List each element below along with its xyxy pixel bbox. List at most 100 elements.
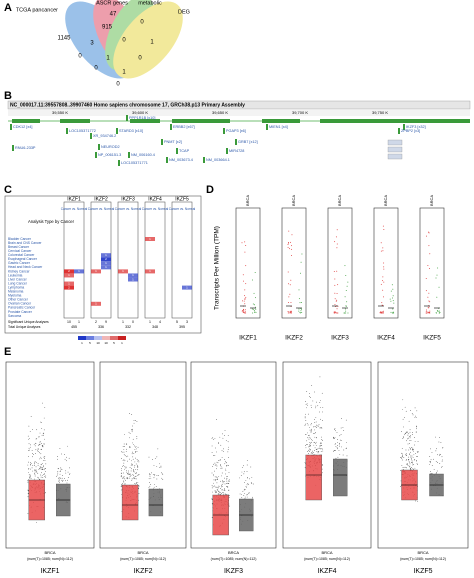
- heat-cell: [145, 269, 155, 274]
- point: [211, 437, 213, 439]
- point: [242, 274, 244, 276]
- point: [429, 253, 431, 255]
- point: [247, 477, 248, 479]
- point: [244, 496, 246, 498]
- point: [334, 292, 336, 294]
- venn-count: 0: [140, 20, 144, 26]
- point: [317, 405, 319, 407]
- point: [218, 485, 220, 487]
- venn-count: 0: [138, 56, 142, 62]
- point: [410, 468, 411, 470]
- point: [311, 441, 312, 443]
- point: [239, 493, 241, 495]
- point: [391, 297, 393, 299]
- point: [313, 433, 314, 434]
- cancer-label: Leukemia: [8, 273, 22, 277]
- point: [214, 438, 216, 439]
- point: [32, 429, 33, 431]
- point: [135, 451, 136, 453]
- point: [437, 454, 438, 456]
- point: [227, 441, 229, 443]
- point: [380, 242, 382, 244]
- point: [404, 417, 405, 418]
- point: [345, 419, 347, 421]
- point: [220, 488, 221, 489]
- point: [30, 444, 31, 446]
- point: [407, 456, 409, 458]
- point: [415, 453, 416, 455]
- point: [291, 311, 293, 313]
- point: [131, 429, 132, 431]
- point: [30, 468, 31, 470]
- box: [333, 458, 348, 497]
- point: [313, 429, 315, 431]
- point: [123, 462, 125, 464]
- point: [336, 442, 338, 443]
- gene-box: [116, 128, 118, 134]
- gene-label: XR_934746.2: [93, 134, 116, 138]
- point: [390, 311, 392, 313]
- column-box: [144, 201, 166, 319]
- cell-count: 2: [68, 269, 70, 273]
- venn-count: 0: [78, 54, 82, 60]
- point: [136, 436, 138, 437]
- point: [123, 449, 125, 450]
- point: [380, 311, 382, 313]
- point: [226, 477, 228, 479]
- point: [135, 469, 137, 471]
- point: [307, 437, 309, 439]
- point: [409, 443, 410, 444]
- point: [382, 312, 384, 314]
- point: [308, 434, 310, 436]
- point: [244, 309, 246, 311]
- point: [306, 423, 308, 424]
- point: [34, 461, 36, 462]
- point: [401, 459, 403, 461]
- point: [31, 467, 33, 469]
- track-title: NC_000017.11:39557808..39907460 Homo sap…: [10, 102, 245, 108]
- point: [403, 426, 404, 428]
- gene-box: [161, 139, 163, 145]
- point: [127, 470, 129, 472]
- gene-label: PNMT [x2]: [164, 140, 182, 144]
- point: [333, 438, 335, 439]
- point: [226, 476, 228, 478]
- total-count: 332: [125, 325, 131, 329]
- point: [41, 466, 43, 468]
- point: [382, 310, 384, 312]
- point: [41, 448, 43, 450]
- point: [333, 437, 335, 439]
- point: [152, 474, 154, 476]
- point: [392, 308, 394, 310]
- point: [317, 447, 319, 449]
- point: [29, 462, 31, 464]
- point: [61, 453, 63, 455]
- point: [216, 492, 217, 493]
- point: [244, 295, 246, 297]
- point: [35, 462, 37, 463]
- point: [322, 420, 323, 421]
- point: [125, 451, 127, 453]
- point: [41, 434, 43, 436]
- column-box: [171, 201, 193, 319]
- point: [254, 271, 256, 273]
- point: [410, 467, 411, 469]
- point: [122, 476, 124, 478]
- point: [217, 487, 219, 489]
- gene-label: MIEN1 [x4]: [269, 125, 288, 129]
- point: [242, 280, 244, 282]
- point: [153, 477, 155, 479]
- point: [132, 438, 134, 440]
- gene-box: [387, 146, 403, 153]
- point: [158, 475, 159, 476]
- point: [319, 447, 320, 449]
- gene-label: LOC105371772: [69, 129, 96, 133]
- point: [57, 471, 59, 472]
- point: [244, 488, 246, 490]
- heat-cell: [64, 269, 74, 274]
- point: [239, 477, 240, 479]
- point: [316, 427, 317, 428]
- point: [126, 460, 128, 462]
- gene-box: [118, 160, 120, 166]
